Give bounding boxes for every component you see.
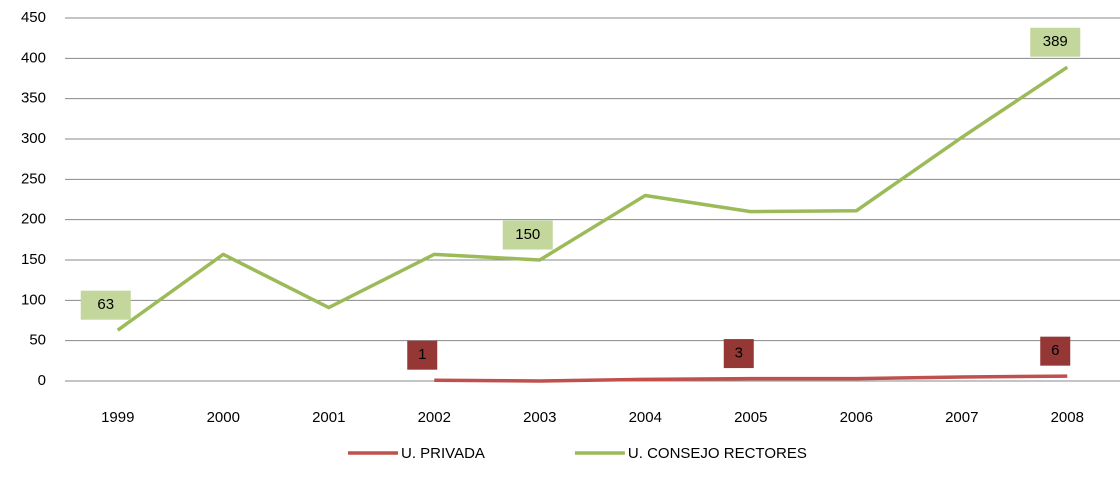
x-tick-label: 2002 [418, 409, 451, 426]
x-tick-label: 2000 [207, 409, 240, 426]
data-label: 3 [735, 345, 743, 362]
data-label: 150 [515, 226, 540, 243]
x-tick-label: 2001 [312, 409, 345, 426]
y-tick-label: 350 [21, 90, 46, 107]
data-label-box [723, 339, 754, 369]
data-label-box [1030, 27, 1081, 57]
data-label-box [502, 220, 553, 250]
y-tick-label: 200 [21, 211, 46, 228]
series-line [434, 374, 1068, 383]
y-tick-label: 100 [21, 291, 46, 308]
y-tick-label: 0 [38, 372, 46, 389]
data-label: 6 [1051, 342, 1059, 359]
x-tick-label: 1999 [101, 409, 134, 426]
legend-label: U. PRIVADA [401, 445, 485, 462]
data-label: 389 [1043, 33, 1068, 50]
x-tick-label: 2008 [1051, 409, 1084, 426]
legend-label: U. CONSEJO RECTORES [628, 445, 807, 462]
data-label: 1 [418, 346, 426, 363]
y-tick-label: 250 [21, 170, 46, 187]
x-tick-label: 2007 [945, 409, 978, 426]
data-label-box [80, 290, 131, 320]
y-tick-label: 400 [21, 49, 46, 66]
x-tick-label: 2003 [523, 409, 556, 426]
data-label-box [1040, 336, 1071, 366]
x-tick-label: 2005 [734, 409, 767, 426]
series-line [116, 65, 1069, 332]
data-label: 63 [97, 296, 114, 313]
y-tick-label: 50 [29, 332, 46, 349]
x-tick-label: 2006 [840, 409, 873, 426]
y-tick-label: 150 [21, 251, 46, 268]
y-tick-label: 450 [21, 9, 46, 26]
data-label-box [407, 340, 438, 370]
x-tick-label: 2004 [629, 409, 662, 426]
y-tick-label: 300 [21, 130, 46, 147]
